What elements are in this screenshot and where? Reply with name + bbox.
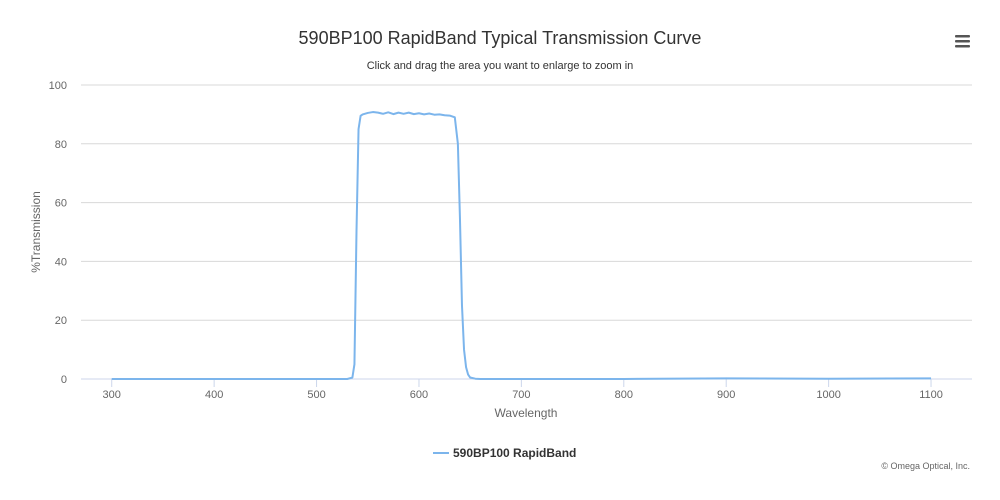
chart-subtitle: Click and drag the area you want to enla… (367, 60, 634, 72)
x-tick-label: 1100 (919, 389, 943, 401)
chart-title: 590BP100 RapidBand Typical Transmission … (299, 28, 702, 48)
x-tick-label: 700 (512, 389, 530, 401)
y-tick-label: 0 (61, 374, 67, 386)
x-tick-label: 900 (717, 389, 735, 401)
x-tick-label: 600 (410, 389, 428, 401)
legend-item-label[interactable]: 590BP100 RapidBand (453, 446, 576, 460)
x-axis-title: Wavelength (495, 406, 558, 420)
x-tick-label: 1000 (816, 389, 840, 401)
y-axis: 0 20 40 60 80 100 (49, 80, 67, 386)
hamburger-menu-icon[interactable] (955, 35, 970, 48)
y-tick-label: 80 (55, 139, 67, 151)
y-tick-label: 20 (55, 315, 67, 327)
x-tick-label: 500 (307, 389, 325, 401)
plot-area[interactable] (111, 111, 932, 380)
x-axis: 300 400 500 600 700 800 900 1000 1100 (81, 378, 972, 401)
x-tick-label: 800 (615, 389, 633, 401)
y-tick-label: 40 (55, 256, 67, 268)
y-tick-label: 100 (49, 80, 67, 92)
series-line[interactable] (111, 111, 932, 380)
credits[interactable]: © Omega Optical, Inc. (881, 461, 970, 471)
y-tick-label: 60 (55, 198, 67, 210)
x-tick-label: 300 (103, 389, 121, 401)
grid (81, 84, 972, 321)
y-axis-title: %Transmission (29, 191, 43, 273)
x-tick-label: 400 (205, 389, 223, 401)
legend[interactable]: 590BP100 RapidBand (433, 446, 576, 460)
